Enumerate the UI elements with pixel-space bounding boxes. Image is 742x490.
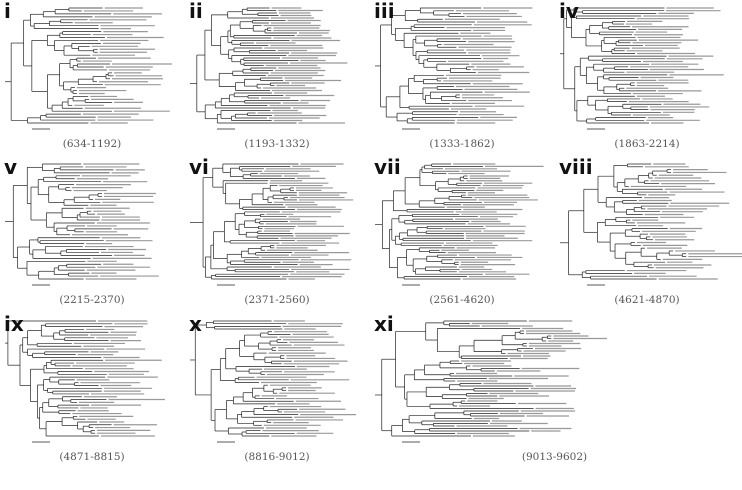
panel-label: x [189, 312, 202, 336]
position-range: (1193-1332) [244, 138, 309, 150]
panel-label: viii [559, 155, 593, 179]
panel-label: ii [189, 0, 203, 23]
panel-label: vii [374, 155, 401, 179]
panel-label: ix [4, 312, 24, 336]
position-range: (4871-8815) [59, 451, 124, 463]
tree-panel: ii (1193-1332) [189, 0, 348, 150]
panel-label: xi [374, 312, 394, 336]
tree-panel: xi (9013-9602) [374, 312, 608, 463]
panel-label: i [4, 0, 11, 23]
tree-panel: x (8816-9012) [189, 312, 357, 463]
tree-panel: iii (1333-1862) [374, 0, 533, 150]
position-range: (8816-9012) [244, 451, 309, 463]
position-range: (9013-9602) [522, 451, 587, 463]
panel-label: v [4, 155, 17, 179]
position-range: (2215-2370) [59, 294, 124, 306]
tree-panel: ix (4871-8815) [4, 312, 165, 463]
tree-panel: v (2215-2370) [4, 155, 159, 306]
tree-panel: vii (2561-4620) [374, 155, 544, 306]
position-range: (2371-2560) [244, 294, 309, 306]
tree-panel: i (634-1192) [4, 0, 172, 150]
panel-label: iv [559, 0, 579, 23]
panel-label: vi [189, 155, 209, 179]
position-range: (1333-1862) [429, 138, 494, 150]
position-range: (2561-4620) [429, 294, 494, 306]
position-range: (4621-4870) [614, 294, 679, 306]
panel-label: iii [374, 0, 395, 23]
tree-panel: viii (4621-4870) [559, 155, 742, 306]
tree-panel: iv (1863-2214) [559, 0, 724, 150]
position-range: (1863-2214) [614, 138, 679, 150]
tree-panel: vi (2371-2560) [189, 155, 354, 306]
position-range: (634-1192) [63, 138, 122, 150]
